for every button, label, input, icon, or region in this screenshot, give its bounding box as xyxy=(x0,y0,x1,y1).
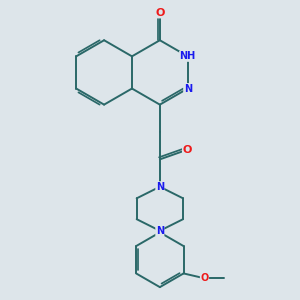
Text: N: N xyxy=(156,182,164,192)
Text: O: O xyxy=(155,8,164,18)
Text: O: O xyxy=(182,145,192,155)
Text: O: O xyxy=(200,273,208,283)
Text: NH: NH xyxy=(180,51,196,61)
Text: N: N xyxy=(156,226,164,236)
Text: N: N xyxy=(184,83,192,94)
